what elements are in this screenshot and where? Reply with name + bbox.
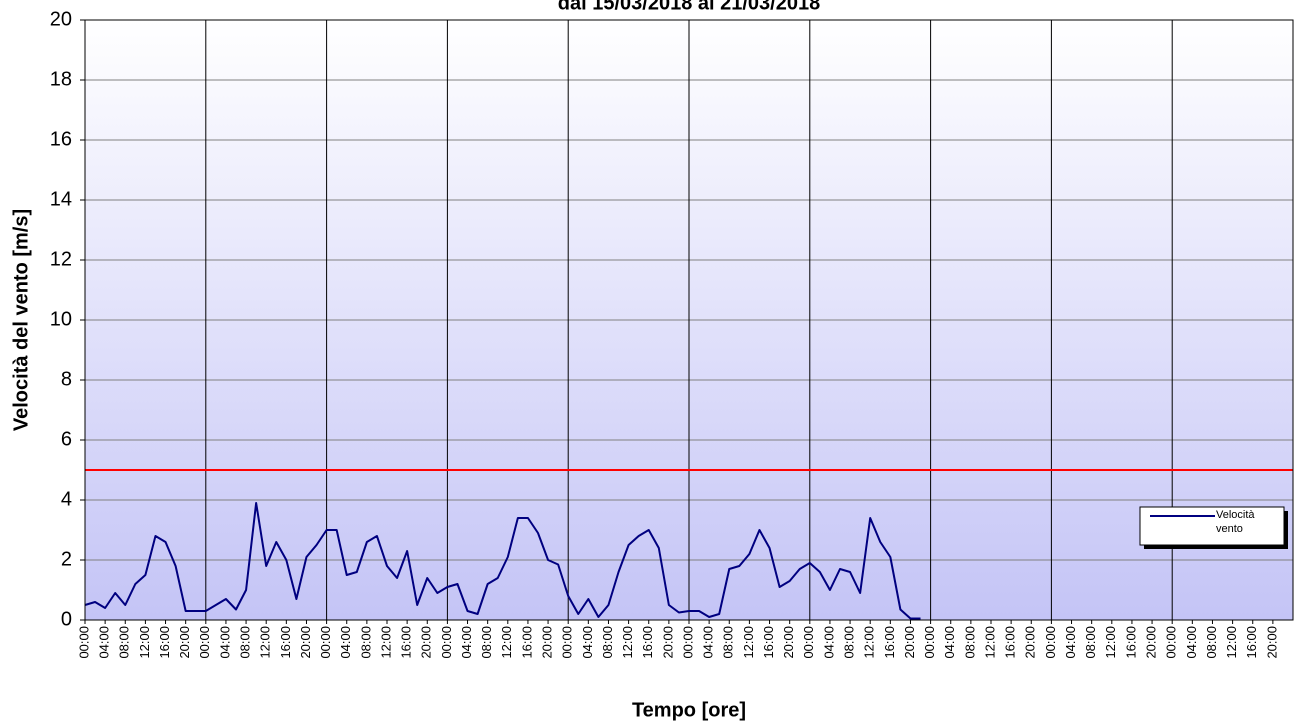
x-tick-label: 08:00	[1083, 626, 1098, 659]
x-tick-label: 20:00	[419, 626, 434, 659]
y-tick-label: 10	[50, 308, 72, 330]
x-tick-label: 08:00	[117, 626, 132, 659]
x-tick-label: 08:00	[962, 626, 977, 659]
x-tick-label: 08:00	[479, 626, 494, 659]
x-tick-label: 08:00	[1204, 626, 1219, 659]
x-tick-label: 16:00	[1244, 626, 1259, 659]
x-tick-label: 00:00	[560, 626, 575, 659]
x-tick-label: 04:00	[701, 626, 716, 659]
x-tick-label: 16:00	[761, 626, 776, 659]
x-tick-label: 12:00	[378, 626, 393, 659]
x-tick-label: 12:00	[982, 626, 997, 659]
x-tick-label: 00:00	[318, 626, 333, 659]
data-line	[84, 502, 921, 620]
x-tick-label: 00:00	[680, 626, 695, 659]
x-tick-label: 12:00	[862, 626, 877, 659]
x-tick-label: 12:00	[741, 626, 756, 659]
x-tick-label: 20:00	[1264, 626, 1279, 659]
x-tick-label: 00:00	[439, 626, 454, 659]
legend-box	[1139, 506, 1285, 546]
x-tick-label: 20:00	[540, 626, 555, 659]
y-tick-label: 18	[50, 68, 72, 90]
x-tick-label: 16:00	[399, 626, 414, 659]
x-tick-label: 04:00	[1184, 626, 1199, 659]
x-tick-label: 00:00	[1164, 626, 1179, 659]
x-tick-label: 08:00	[238, 626, 253, 659]
chart-title: dal 15/03/2018 al 21/03/2018	[558, 0, 820, 14]
x-tick-label: 16:00	[519, 626, 534, 659]
y-tick-label: 4	[61, 488, 72, 510]
x-tick-label: 12:00	[1103, 626, 1118, 659]
x-tick-label: 20:00	[1023, 626, 1038, 659]
x-tick-label: 04:00	[338, 626, 353, 659]
y-tick-label: 6	[61, 428, 72, 450]
x-tick-label: 12:00	[620, 626, 635, 659]
x-tick-label: 04:00	[459, 626, 474, 659]
x-tick-label: 16:00	[278, 626, 293, 659]
x-tick-label: 20:00	[1144, 626, 1159, 659]
y-axis-label: Velocità del vento [m/s]	[10, 209, 32, 431]
x-tick-label: 20:00	[781, 626, 796, 659]
x-tick-label: 08:00	[358, 626, 373, 659]
x-tick-label: 00:00	[197, 626, 212, 659]
x-tick-label: 08:00	[600, 626, 615, 659]
x-tick-label: 16:00	[640, 626, 655, 659]
x-axis-label: Tempo [ore]	[632, 699, 746, 721]
x-tick-label: 12:00	[1224, 626, 1239, 659]
y-tick-label: 2	[61, 548, 72, 570]
legend: Velocità vento	[1139, 506, 1288, 549]
y-tick-label: 8	[61, 368, 72, 390]
x-tick-label: 04:00	[580, 626, 595, 659]
x-tick-label: 20:00	[177, 626, 192, 659]
marks	[84, 469, 1293, 620]
y-tick-label: 12	[50, 248, 72, 270]
x-tick-label: 04:00	[217, 626, 232, 659]
x-tick-label: 16:00	[1123, 626, 1138, 659]
y-tick-label: 0	[61, 608, 72, 630]
legend-text-box: Velocità vento	[1216, 509, 1255, 535]
x-tick-label: 12:00	[499, 626, 514, 659]
x-tick-label: 16:00	[1003, 626, 1018, 659]
x-tick-label: 08:00	[842, 626, 857, 659]
x-tick-label: 00:00	[76, 626, 91, 659]
y-tick-label: 20	[50, 8, 72, 30]
legend-label: Velocità vento	[1216, 509, 1255, 535]
x-tick-label: 00:00	[801, 626, 816, 659]
x-tick-label: 08:00	[721, 626, 736, 659]
y-tick-label: 14	[50, 188, 72, 210]
x-tick-label: 04:00	[821, 626, 836, 659]
x-tick-label: 12:00	[137, 626, 152, 659]
x-tick-label: 00:00	[922, 626, 937, 659]
x-tick-label: 04:00	[942, 626, 957, 659]
x-tick-label: 12:00	[258, 626, 273, 659]
x-tick-label: 00:00	[1043, 626, 1058, 659]
x-tick-label: 20:00	[902, 626, 917, 659]
y-tick-label: 16	[50, 128, 72, 150]
x-tick-label: 16:00	[157, 626, 172, 659]
x-tick-label: 20:00	[298, 626, 313, 659]
x-tick-label: 20:00	[660, 626, 675, 659]
x-tick-label: 04:00	[97, 626, 112, 659]
x-tick-label: 16:00	[882, 626, 897, 659]
x-tick-label: 04:00	[1063, 626, 1078, 659]
